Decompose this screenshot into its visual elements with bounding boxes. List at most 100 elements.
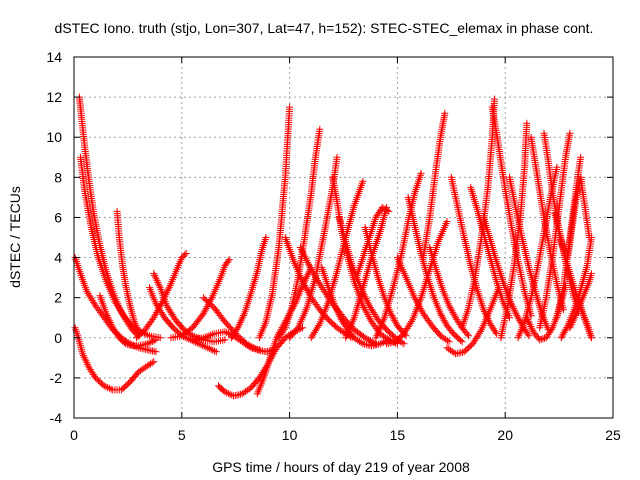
data-point xyxy=(383,206,391,214)
data-point xyxy=(246,342,254,350)
data-point xyxy=(439,315,447,323)
data-point xyxy=(334,309,342,317)
data-point xyxy=(450,310,458,318)
data-point xyxy=(361,334,369,342)
data-point xyxy=(307,266,315,274)
data-point xyxy=(309,269,317,277)
data-point xyxy=(244,341,252,349)
data-point xyxy=(208,330,216,338)
data-point xyxy=(587,234,595,241)
data-point xyxy=(203,332,211,340)
data-point xyxy=(510,304,518,312)
data-series xyxy=(426,244,472,340)
data-point xyxy=(148,359,156,367)
data-point xyxy=(313,275,320,283)
data-point xyxy=(458,338,466,346)
data-series xyxy=(71,324,158,394)
data-point xyxy=(152,275,160,283)
data-series xyxy=(96,292,160,350)
y-tick-label: -2 xyxy=(50,370,63,386)
data-point xyxy=(359,177,367,185)
data-point xyxy=(224,257,232,265)
data-series xyxy=(146,284,220,356)
data-point xyxy=(366,303,374,311)
data-point xyxy=(509,303,517,311)
data-point xyxy=(314,276,322,284)
data-point xyxy=(516,317,524,325)
data-point xyxy=(577,153,585,161)
data-point xyxy=(447,305,455,313)
data-points xyxy=(71,93,595,400)
data-point xyxy=(149,337,156,345)
data-point xyxy=(336,312,344,320)
data-point xyxy=(480,306,488,314)
data-series xyxy=(404,193,466,346)
data-point xyxy=(303,256,311,264)
data-point xyxy=(105,315,113,323)
y-tick-label: 0 xyxy=(54,330,62,346)
data-point xyxy=(107,320,115,328)
data-point xyxy=(83,288,91,296)
data-point xyxy=(238,336,246,343)
x-tick-label: 20 xyxy=(497,427,513,443)
data-point xyxy=(100,382,108,390)
data-point xyxy=(205,345,213,353)
data-point xyxy=(587,270,595,278)
data-point xyxy=(145,339,153,347)
data-point xyxy=(114,303,122,311)
data-point xyxy=(562,325,570,333)
data-point xyxy=(331,302,339,310)
data-point xyxy=(572,312,579,319)
data-point xyxy=(236,320,243,328)
data-point xyxy=(365,312,373,320)
data-point xyxy=(164,303,172,311)
data-point xyxy=(457,337,465,344)
y-axis-label: dSTEC / TECUs xyxy=(7,186,23,288)
data-point xyxy=(280,325,288,333)
data-point xyxy=(312,327,319,335)
data-point xyxy=(361,293,369,301)
data-series xyxy=(566,270,595,332)
y-tick-label: 4 xyxy=(54,250,62,266)
x-tick-label: 15 xyxy=(390,427,406,443)
data-point xyxy=(415,301,422,309)
y-tick-label: 6 xyxy=(54,209,62,225)
data-point xyxy=(80,353,88,361)
y-tick-label: 14 xyxy=(46,49,62,65)
data-point xyxy=(333,307,341,315)
data-series xyxy=(253,264,315,398)
data-point xyxy=(587,334,595,342)
data-point xyxy=(364,311,372,319)
data-point xyxy=(143,340,151,348)
data-point xyxy=(106,319,114,326)
data-point xyxy=(306,264,314,272)
data-point xyxy=(548,325,556,333)
data-point xyxy=(534,334,542,342)
data-point xyxy=(482,311,490,319)
data-point xyxy=(568,320,575,328)
data-point xyxy=(202,304,210,312)
data-point xyxy=(221,388,229,396)
data-point xyxy=(250,344,258,352)
data-point xyxy=(248,343,256,351)
data-point xyxy=(152,336,160,344)
data-point xyxy=(199,310,207,318)
data-point xyxy=(207,331,214,339)
data-point xyxy=(156,334,164,342)
data-point xyxy=(315,322,323,329)
data-point xyxy=(413,297,421,305)
data-point xyxy=(515,315,523,323)
data-point xyxy=(568,319,576,326)
data-point xyxy=(333,305,340,313)
data-point xyxy=(158,298,166,306)
data-point xyxy=(319,285,327,293)
data-point xyxy=(553,163,561,171)
data-series xyxy=(419,109,449,262)
data-point xyxy=(151,271,159,279)
data-point xyxy=(392,318,400,326)
data-point xyxy=(402,326,410,334)
data-point xyxy=(150,358,158,366)
data-point xyxy=(557,334,565,342)
data-point xyxy=(380,338,388,346)
